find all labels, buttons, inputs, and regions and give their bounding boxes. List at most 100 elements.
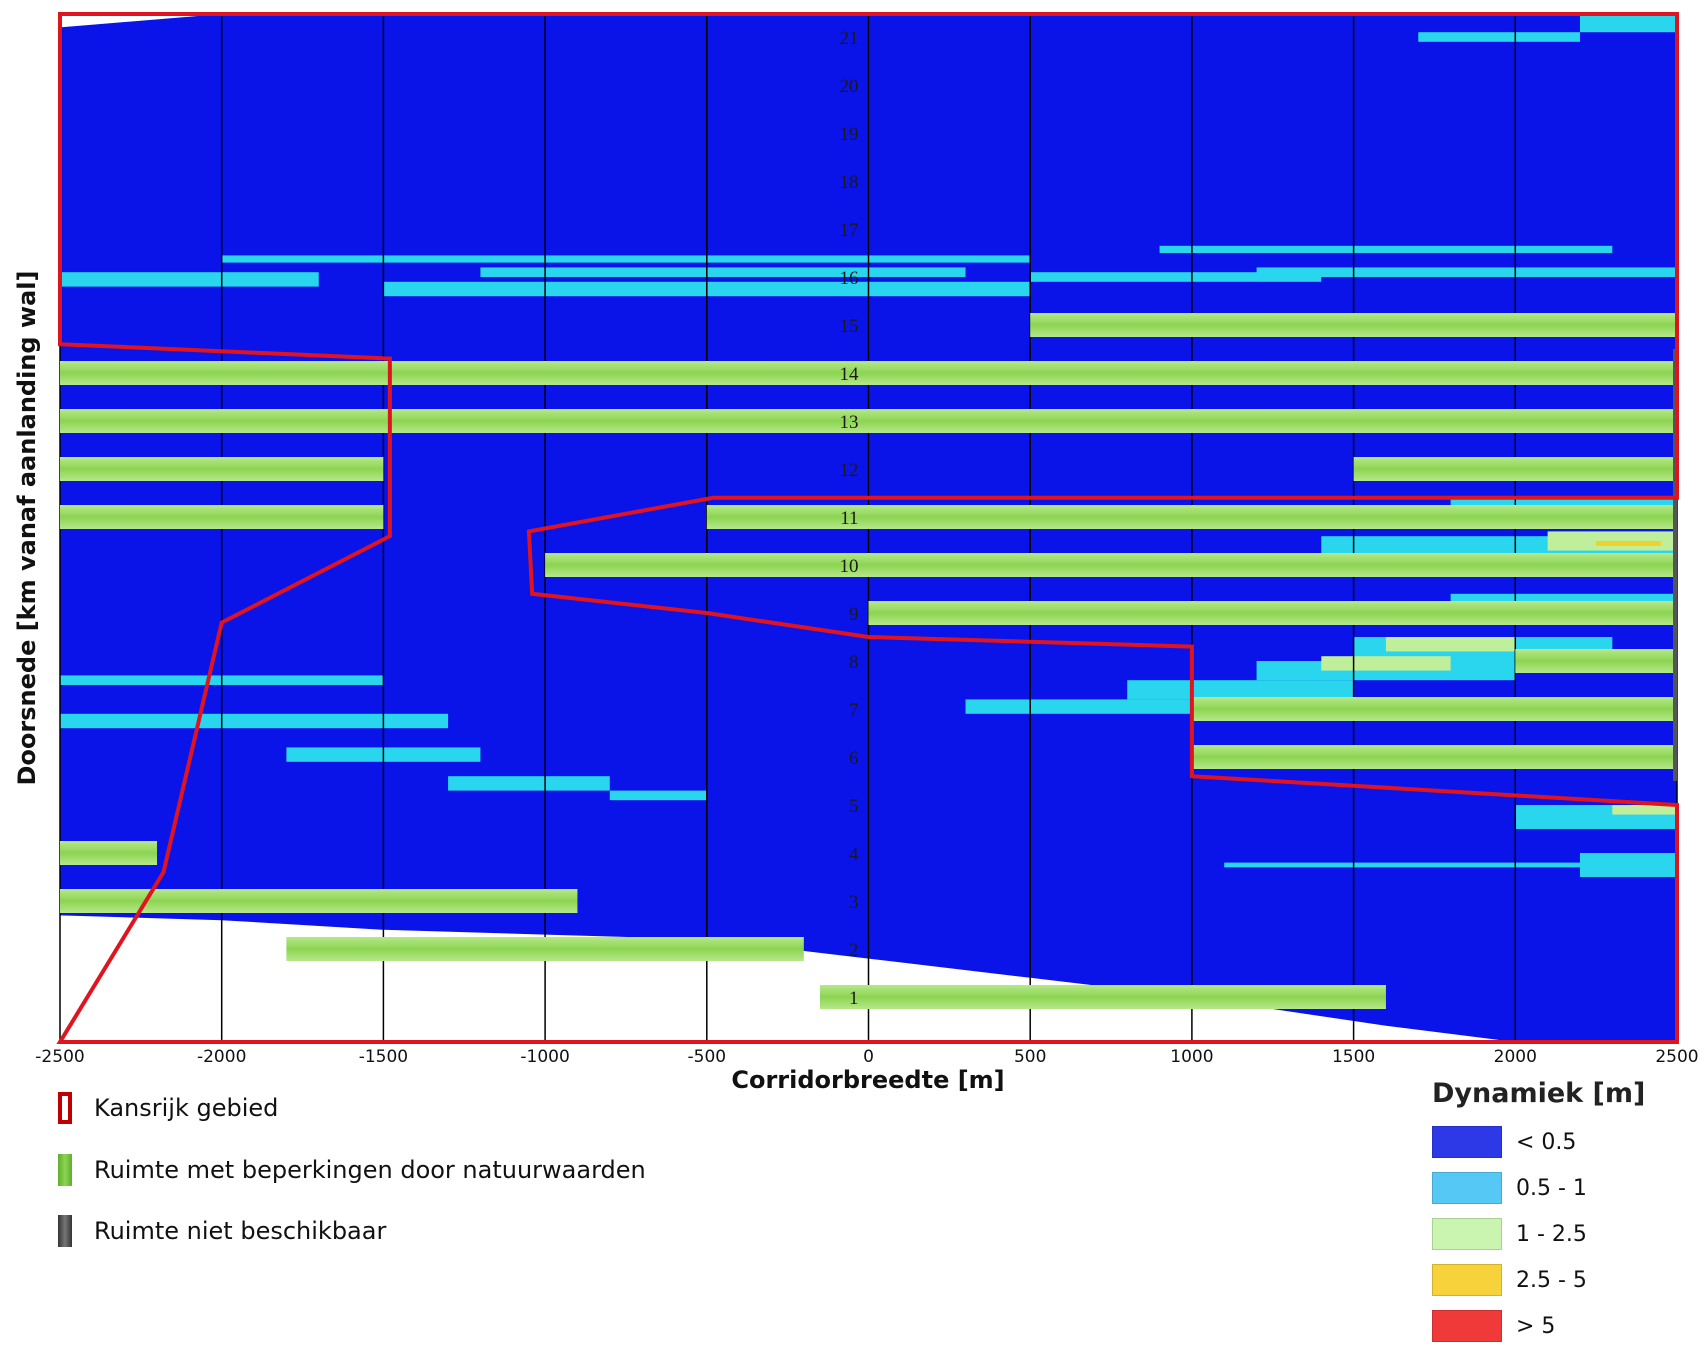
restricted-zone-bar xyxy=(868,601,1677,625)
legend-swatch xyxy=(1432,1218,1502,1250)
restricted-zone-bar xyxy=(1515,649,1677,673)
y-tick-label: 2 xyxy=(849,940,859,961)
legend-dynamiek: Dynamiek [m] < 0.5 0.5 - 1 1 - 2.5 2.5 - 5 >… xyxy=(1432,1078,1645,1349)
dynamics-band xyxy=(1579,853,1677,877)
dynamics-band xyxy=(1385,637,1516,652)
restricted-zone-bar xyxy=(60,889,578,913)
legend-swatch xyxy=(1432,1310,1502,1342)
dynamics-band xyxy=(221,255,1031,263)
dynamics-band xyxy=(1579,14,1677,33)
dynamics-band xyxy=(448,776,610,791)
legend-label: Ruimte niet beschikbaar xyxy=(94,1217,387,1245)
y-tick-label: 3 xyxy=(849,892,859,913)
y-tick-label: 19 xyxy=(840,124,859,145)
dynamics-band xyxy=(1224,862,1613,868)
y-tick-label: 11 xyxy=(840,508,858,529)
x-tick-label: 500 xyxy=(1014,1047,1046,1067)
x-axis-title: Corridorbreedte [m] xyxy=(731,1066,1004,1094)
y-tick-label: 20 xyxy=(840,76,859,97)
dynamics-band xyxy=(1030,272,1322,282)
y-tick-label: 16 xyxy=(840,268,859,289)
restricted-zone-bar xyxy=(60,457,384,481)
y-tick-label: 12 xyxy=(840,460,859,481)
x-tick-label: 1500 xyxy=(1332,1047,1375,1067)
y-tick-label: 4 xyxy=(849,844,859,865)
legend-item: 1 - 2.5 xyxy=(1432,1211,1645,1257)
dynamics-band xyxy=(1418,32,1580,42)
y-tick-label: 5 xyxy=(849,796,859,817)
restricted-zone-bar xyxy=(1353,457,1677,481)
y-tick-label: 8 xyxy=(849,652,859,673)
legend-label: < 0.5 xyxy=(1516,1129,1577,1155)
restricted-zone-bar xyxy=(706,505,1677,529)
x-tick-label: -1000 xyxy=(520,1047,569,1067)
dynamics-band xyxy=(1321,656,1451,671)
dynamics-band xyxy=(60,272,319,287)
x-tick-label: -2000 xyxy=(197,1047,246,1067)
restricted-zone-bar xyxy=(60,361,1677,385)
legend-item-kansrijk: Kansrijk gebied xyxy=(58,1090,278,1126)
dynamics-band xyxy=(1612,805,1677,815)
restricted-zone-bar xyxy=(60,505,384,529)
y-axis-title: Doorsnede [km vanaf aanlanding wal] xyxy=(13,271,41,786)
x-tick-label: -1500 xyxy=(359,1047,408,1067)
legend-swatch xyxy=(1432,1126,1502,1158)
y-tick-label: 15 xyxy=(840,316,859,337)
y-tick-label: 14 xyxy=(840,364,860,385)
y-tick-label: 6 xyxy=(849,748,859,769)
green-bar-icon xyxy=(58,1154,72,1186)
legend-item: 0.5 - 1 xyxy=(1432,1165,1645,1211)
dynamics-band xyxy=(1596,541,1661,546)
legend-label: 0.5 - 1 xyxy=(1516,1175,1587,1201)
legend-label: Ruimte met beperkingen door natuurwaarde… xyxy=(94,1156,646,1184)
legend-item-unavailable: Ruimte niet beschikbaar xyxy=(58,1213,386,1249)
legend-label: > 5 xyxy=(1516,1313,1556,1339)
red-outline-icon xyxy=(58,1092,72,1124)
dynamics-band xyxy=(480,267,966,277)
restricted-zone-bar xyxy=(60,409,1677,433)
restricted-zone-bar xyxy=(819,985,1386,1009)
y-tick-label: 9 xyxy=(849,604,859,625)
x-tick-label: 2500 xyxy=(1655,1047,1698,1067)
restricted-zone-bar xyxy=(1030,313,1677,337)
x-tick-label: 0 xyxy=(863,1047,874,1067)
y-tick-label: 18 xyxy=(840,172,859,193)
restricted-zone-bar xyxy=(1191,745,1677,769)
y-tick-label: 21 xyxy=(840,28,859,49)
grey-bar-icon xyxy=(58,1215,72,1247)
legend-label: 1 - 2.5 xyxy=(1516,1221,1587,1247)
x-tick-label: 2000 xyxy=(1494,1047,1537,1067)
legend-item: > 5 xyxy=(1432,1303,1645,1349)
y-tick-label: 1 xyxy=(849,988,859,1009)
y-tick-label: 7 xyxy=(849,700,859,721)
dynamics-band xyxy=(60,713,449,729)
legend-swatch xyxy=(1432,1172,1502,1204)
restricted-zone-bar xyxy=(286,937,804,961)
unavailable-strip xyxy=(1673,349,1677,781)
x-tick-label: -500 xyxy=(688,1047,727,1067)
dynamics-band xyxy=(1159,245,1613,253)
dynamics-band xyxy=(1256,267,1677,277)
dynamics-band xyxy=(1127,680,1354,700)
y-tick-label: 13 xyxy=(840,412,859,433)
y-tick-label: 17 xyxy=(840,220,859,241)
x-tick-label: 1000 xyxy=(1170,1047,1213,1067)
legend-item-restricted: Ruimte met beperkingen door natuurwaarde… xyxy=(58,1152,646,1188)
legend-label: Kansrijk gebied xyxy=(94,1094,279,1122)
dynamics-band xyxy=(609,790,707,801)
legend-swatch xyxy=(1432,1264,1502,1296)
restricted-zones xyxy=(60,313,1677,1009)
y-tick-label: 10 xyxy=(840,556,859,577)
restricted-zone-bar xyxy=(545,553,1677,577)
x-tick-labels: -2500 -2000 -1500 -1000 -500 0 500 1000 1500 2000… xyxy=(35,1047,1698,1067)
legend-item: < 0.5 xyxy=(1432,1119,1645,1165)
restricted-zone-bar xyxy=(1191,697,1677,721)
restricted-zone-bar xyxy=(60,841,158,865)
dynamics-band xyxy=(965,699,1192,714)
kansrijk-gebied-outline xyxy=(56,12,1679,1044)
legend-label: 2.5 - 5 xyxy=(1516,1267,1587,1293)
kansrijk-gebied-polygon xyxy=(56,12,1679,1044)
legend-item: 2.5 - 5 xyxy=(1432,1257,1645,1303)
